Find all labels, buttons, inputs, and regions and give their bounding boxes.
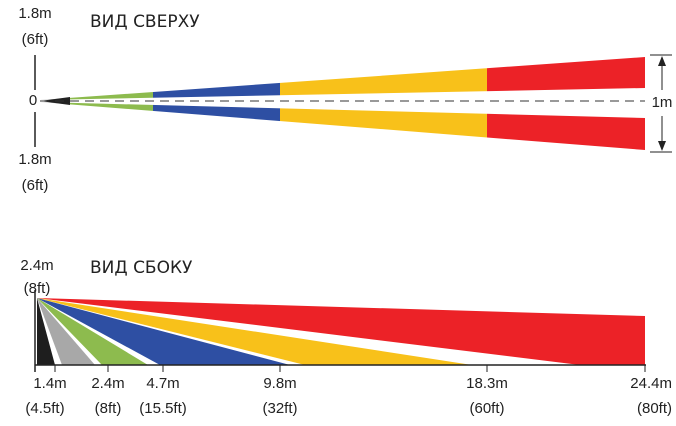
beam [37,298,472,365]
distance-imperial: (4.5ft) [25,400,64,417]
distance-imperial: (32ft) [262,400,297,417]
distance-metric: 4.7m [146,375,179,392]
top-view-title: ВИД СВЕРХУ [90,12,200,32]
lower-width-metric: 1.8m [18,151,51,168]
height-metric: 2.4m [20,257,53,274]
distance-metric: 18.3m [466,375,508,392]
beam [37,298,645,365]
upper-width-metric: 1.8m [18,5,51,22]
height-imperial: (8ft) [24,280,51,297]
beam [37,298,148,365]
distance-imperial: (8ft) [95,400,122,417]
beam-width-label: 1m [652,94,673,111]
distance-metric: 2.4m [91,375,124,392]
arrow [658,56,666,66]
distance-metric: 1.4m [33,375,66,392]
lower-width-imperial: (6ft) [22,177,49,194]
origin-label: 0 [29,92,37,109]
upper-width-imperial: (6ft) [22,31,49,48]
side-view: 2.4m (8ft) ВИД СБОКУ 1.4m (4.5ft) 2.4m (8ft… [20,257,672,417]
side-view-title: ВИД СБОКУ [90,258,193,278]
arrow [658,141,666,151]
beam [37,298,95,365]
distance-imperial: (60ft) [469,400,504,417]
top-view: 1.8m (6ft) ВИД СВЕРХУ 0 1m 1.8m (6ft) [18,5,672,194]
distance-imperial: (15.5ft) [139,400,187,417]
beam [37,298,55,365]
distance-imperial: (80ft) [637,400,672,417]
beam [37,298,290,365]
distance-metric: 9.8m [263,375,296,392]
beams [40,57,645,150]
distance-labels: 1.4m (4.5ft) 2.4m (8ft) 4.7m (15.5ft) 9.8m (32f… [25,365,672,417]
distance-metric: 24.4m [630,375,672,392]
